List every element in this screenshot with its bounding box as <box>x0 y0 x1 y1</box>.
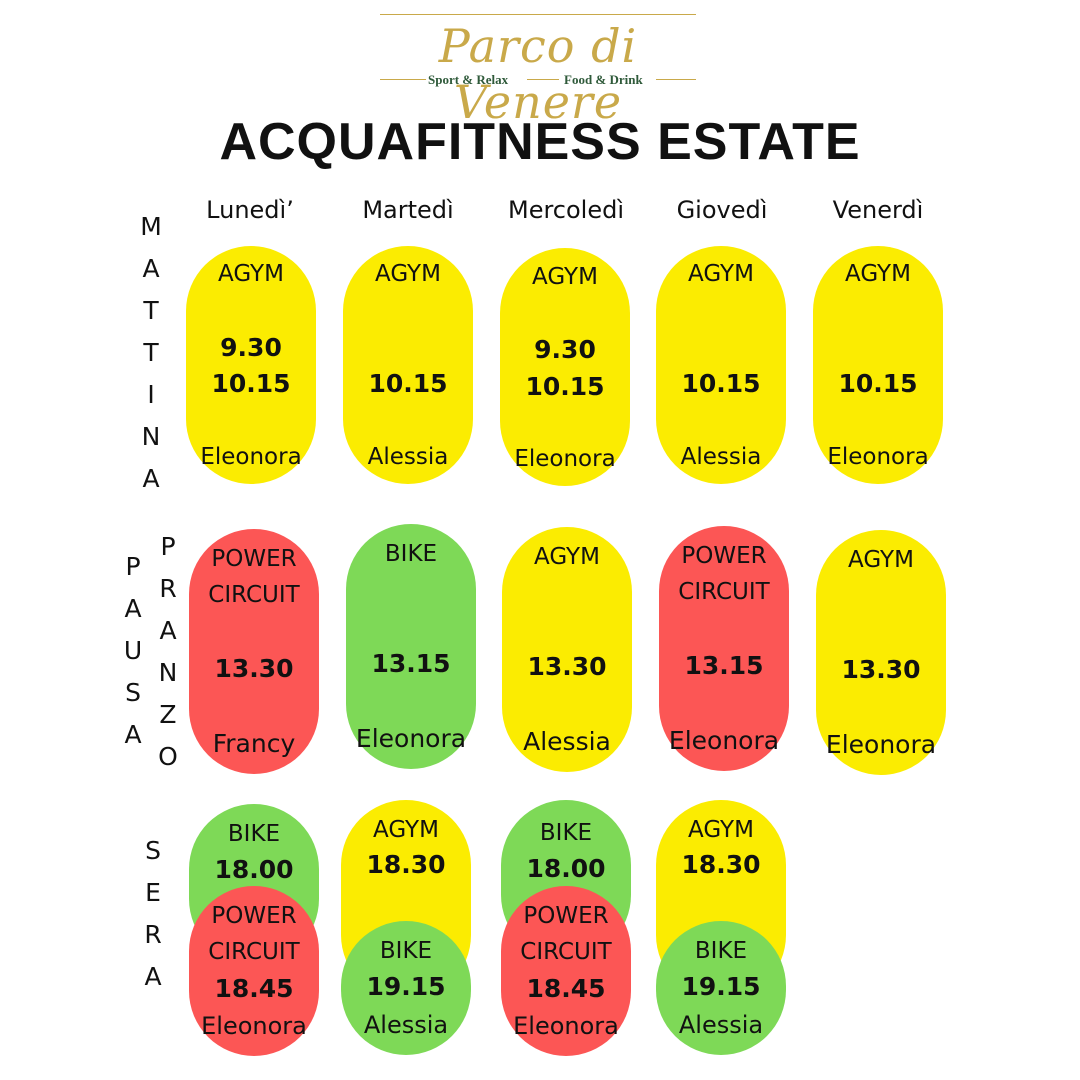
class-trainer: Eleonora <box>668 726 780 755</box>
class-trainer: Eleonora <box>825 730 937 759</box>
class-card-pranzo-martedi[interactable]: BIKE 13.15 Eleonora <box>346 524 476 769</box>
class-card-sera-mercoledi-second[interactable]: POWER CIRCUIT 18.45 Eleonora <box>501 886 631 1056</box>
class-time: 18.30 <box>681 850 761 879</box>
class-time: 13.15 <box>684 651 764 680</box>
class-trainer: Alessia <box>363 1011 449 1039</box>
class-time: 10.15 <box>681 369 761 398</box>
class-card-mattina-giovedi[interactable]: AGYM 10.15 Alessia <box>656 246 786 484</box>
logo-name: Parco di Venere <box>438 19 638 129</box>
class-card-pranzo-giovedi[interactable]: POWER CIRCUIT 13.15 Eleonora <box>659 526 789 771</box>
class-card-pranzo-lunedi[interactable]: POWER CIRCUIT 13.30 Francy <box>189 529 319 774</box>
class-trainer: Eleonora <box>514 446 616 472</box>
class-card-sera-martedi-second[interactable]: BIKE 19.15 Alessia <box>341 921 471 1055</box>
day-header-martedi: Martedì <box>362 196 454 224</box>
page-title: ACQUAFITNESS ESTATE <box>219 113 861 171</box>
class-trainer: Eleonora <box>355 724 467 753</box>
logo-right-tagline: Food & Drink <box>564 72 643 87</box>
class-trainer: Alessia <box>678 1011 764 1039</box>
class-time-start: 9.30 <box>534 335 596 364</box>
class-time: 18.30 <box>366 850 446 879</box>
class-trainer: Alessia <box>680 444 762 470</box>
class-activity-line2: CIRCUIT <box>520 939 612 965</box>
class-trainer: Alessia <box>523 727 611 756</box>
class-card-mattina-lunedi[interactable]: AGYM 9.30 10.15 Eleonora <box>186 246 316 484</box>
class-activity: BIKE <box>379 938 433 964</box>
class-time: 18.00 <box>526 854 606 883</box>
class-trainer: Alessia <box>367 444 449 470</box>
class-time: 10.15 <box>368 369 448 398</box>
day-header-giovedi: Giovedì <box>676 196 768 224</box>
class-activity: AGYM <box>688 817 754 843</box>
class-time: 10.15 <box>211 369 291 398</box>
class-activity: AGYM <box>534 544 600 570</box>
class-activity: AGYM <box>688 261 754 287</box>
day-header-mercoledi: Mercoledì <box>507 196 625 224</box>
day-header-venerdi: Venerdì <box>832 196 924 224</box>
class-activity: AGYM <box>373 817 439 843</box>
class-time: 18.45 <box>214 974 294 1003</box>
class-trainer: Eleonora <box>827 444 929 470</box>
class-time-start: 9.30 <box>220 333 282 362</box>
class-trainer: Eleonora <box>200 444 302 470</box>
class-activity: AGYM <box>375 261 441 287</box>
class-time: 10.15 <box>838 369 918 398</box>
class-activity: AGYM <box>848 547 914 573</box>
class-time: 18.00 <box>214 855 294 884</box>
class-card-mattina-mercoledi[interactable]: AGYM 9.30 10.15 Eleonora <box>500 248 630 486</box>
class-activity-line2: CIRCUIT <box>678 579 770 605</box>
class-activity: POWER <box>681 543 767 569</box>
class-time: 19.15 <box>366 972 446 1001</box>
class-time: 13.30 <box>841 655 921 684</box>
class-card-mattina-martedi[interactable]: AGYM 10.15 Alessia <box>343 246 473 484</box>
class-activity: POWER <box>211 903 297 929</box>
class-activity: BIKE <box>539 820 593 846</box>
class-time: 19.15 <box>681 972 761 1001</box>
class-time: 13.15 <box>371 649 451 678</box>
class-activity: AGYM <box>218 261 284 287</box>
class-activity: BIKE <box>384 541 438 567</box>
class-card-pranzo-venerdi[interactable]: AGYM 13.30 Eleonora <box>816 530 946 775</box>
class-time: 10.15 <box>525 372 605 401</box>
class-trainer: Eleonora <box>201 1012 307 1040</box>
class-activity: BIKE <box>694 938 748 964</box>
class-activity: AGYM <box>845 261 911 287</box>
class-card-mattina-venerdi[interactable]: AGYM 10.15 Eleonora <box>813 246 943 484</box>
class-trainer: Eleonora <box>513 1012 619 1040</box>
class-card-sera-lunedi-second[interactable]: POWER CIRCUIT 18.45 Eleonora <box>189 886 319 1056</box>
class-card-pranzo-mercoledi[interactable]: AGYM 13.30 Alessia <box>502 527 632 772</box>
class-time: 18.45 <box>526 974 606 1003</box>
class-activity: AGYM <box>532 264 598 290</box>
class-activity: POWER <box>211 546 297 572</box>
class-time: 13.30 <box>214 654 294 683</box>
logo-left-tagline: Sport & Relax <box>428 72 509 87</box>
class-activity: BIKE <box>227 821 281 847</box>
class-activity-line2: CIRCUIT <box>208 939 300 965</box>
class-time: 13.30 <box>527 652 607 681</box>
class-activity-line2: CIRCUIT <box>208 582 300 608</box>
class-card-sera-giovedi-second[interactable]: BIKE 19.15 Alessia <box>656 921 786 1055</box>
day-header-lunedi: Lunedì’ <box>206 196 294 224</box>
class-trainer: Francy <box>212 729 296 758</box>
class-activity: POWER <box>523 903 609 929</box>
brand-logo: Parco di Venere Sport & Relax Food & Dri… <box>380 12 696 129</box>
